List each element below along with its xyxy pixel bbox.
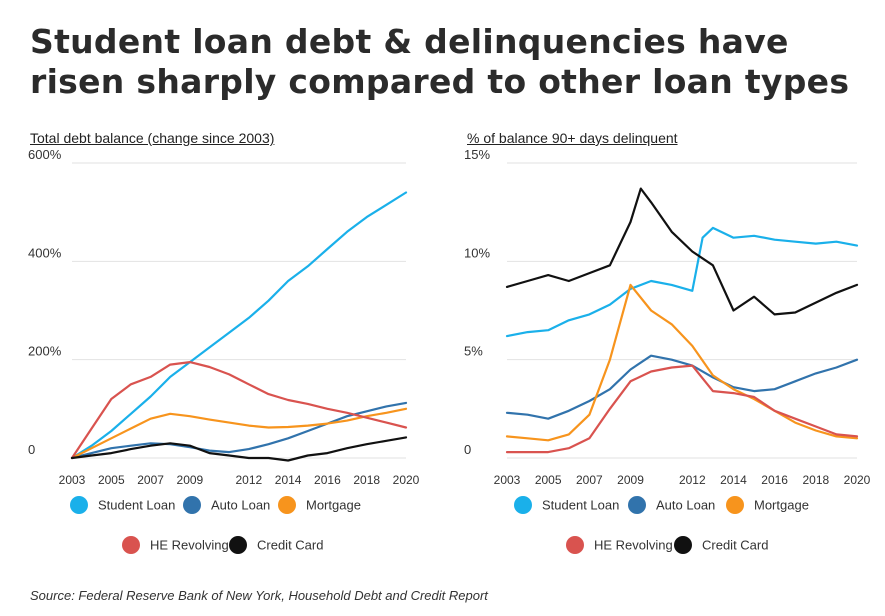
debt-x-tick-label: 2012 [235,473,262,487]
chart-title: Student loan debt & delinquencies have r… [30,22,850,101]
debt-y-tick-label: 600% [28,147,62,162]
debt-series-mortgage [70,407,408,460]
debt-y-tick-label: 0 [28,442,35,457]
delinq-x-tick-label: 2016 [761,473,788,487]
debt-y-tick-label: 400% [28,245,62,260]
delinq-series-student-loan [505,226,859,338]
debt-legend-swatch-mortgage [278,496,296,514]
source-note: Source: Federal Reserve Bank of New York… [30,588,488,603]
delinq-y-tick-label: 10% [464,245,490,260]
delinq-legend-swatch-he-revolving [566,536,584,554]
debt-legend-label-credit-card: Credit Card [257,538,323,553]
delinq-y-tick-label: 5% [464,344,483,359]
delinq-series-mortgage [505,283,859,442]
panel-title-delinquency: % of balance 90+ days delinquent [467,130,678,146]
debt-x-tick-label: 2014 [275,473,302,487]
delinq-y-tick-label: 0 [464,442,471,457]
delinq-y-tick-label: 15% [464,147,490,162]
debt-legend-label-auto-loan: Auto Loan [211,498,270,513]
debt-legend-label-mortgage: Mortgage [306,498,361,513]
debt-legend-swatch-auto-loan [183,496,201,514]
debt-x-tick-label: 2018 [353,473,380,487]
debt-series-student-loan [70,191,408,460]
debt-x-tick-label: 2020 [393,473,420,487]
delinq-x-tick-label: 2009 [617,473,644,487]
debt-legend-swatch-credit-card [229,536,247,554]
delinq-legend-swatch-mortgage [726,496,744,514]
delinq-legend-swatch-credit-card [674,536,692,554]
charts-canvas: 0 200% 400% 600% 2003 2005 2007 2009 2012 2014 201… [28,147,871,554]
debt-legend-label-he-revolving: HE Revolving [150,538,229,553]
delinq-legend-swatch-student-loan [514,496,532,514]
debt-y-tick-label: 200% [28,344,62,359]
delinq-series-credit-card [505,187,859,316]
debt-x-tick-label: 2007 [137,473,164,487]
debt-x-tick-label: 2016 [314,473,341,487]
delinq-legend-label-he-revolving: HE Revolving [594,538,673,553]
delinq-legend-label-mortgage: Mortgage [754,498,809,513]
delinq-x-tick-label: 2007 [576,473,603,487]
debt-x-tick-label: 2003 [59,473,86,487]
delinq-x-tick-label: 2018 [802,473,829,487]
delinq-series-auto-loan [505,354,859,420]
debt-series-auto-loan [70,401,408,460]
delinq-x-tick-label: 2003 [494,473,521,487]
debt-legend-label-student-loan: Student Loan [98,498,175,513]
debt-legend-swatch-he-revolving [122,536,140,554]
delinq-x-tick-label: 2012 [679,473,706,487]
debt-legend-swatch-student-loan [70,496,88,514]
delinq-series-he-revolving [505,364,859,454]
panel-title-debt-balance: Total debt balance (change since 2003) [30,130,275,146]
delinq-legend-label-credit-card: Credit Card [702,538,768,553]
debt-series-he-revolving [70,361,408,460]
delinq-x-tick-label: 2014 [720,473,747,487]
delinq-x-tick-label: 2020 [844,473,871,487]
delinq-x-tick-label: 2005 [535,473,562,487]
delinq-legend-label-student-loan: Student Loan [542,498,619,513]
delinq-legend-label-auto-loan: Auto Loan [656,498,715,513]
debt-x-tick-label: 2009 [177,473,204,487]
debt-x-tick-label: 2005 [98,473,125,487]
debt-series-credit-card [70,436,408,462]
delinq-legend-swatch-auto-loan [628,496,646,514]
